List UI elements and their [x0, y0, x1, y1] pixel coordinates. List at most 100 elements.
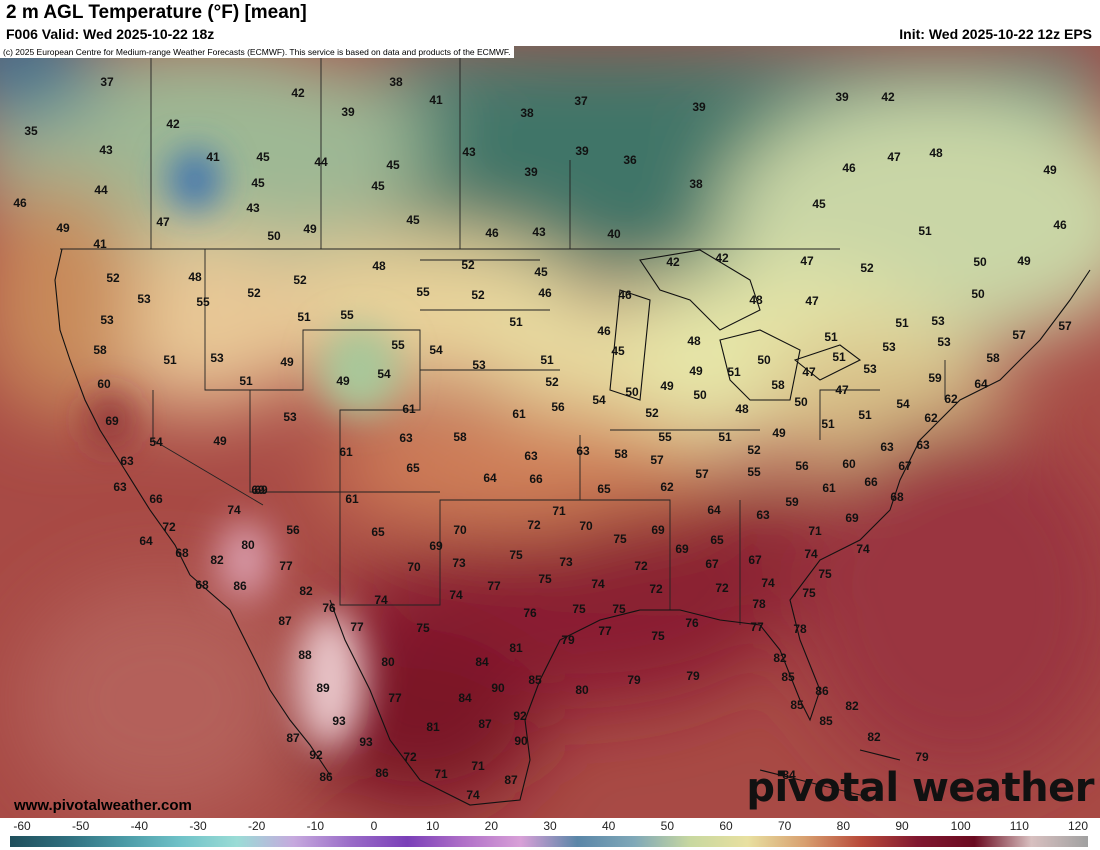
- temperature-label: 68: [195, 578, 209, 592]
- temperature-label: 75: [572, 602, 586, 616]
- temperature-label: 92: [309, 748, 323, 762]
- temperature-label: 51: [509, 315, 523, 329]
- temperature-label: 71: [434, 767, 448, 781]
- temperature-label: 86: [319, 770, 333, 784]
- temperature-label: 75: [612, 602, 626, 616]
- temperature-label: 59: [785, 495, 799, 509]
- temperature-label: 75: [651, 629, 665, 643]
- temperature-label: 81: [509, 641, 523, 655]
- temperature-label: 72: [715, 581, 729, 595]
- temperature-label: 64: [139, 534, 153, 548]
- temperature-label: 51: [821, 417, 835, 431]
- temperature-label: 47: [887, 150, 901, 164]
- temperature-label: 48: [687, 334, 701, 348]
- temperature-label: 44: [94, 183, 108, 197]
- colorbar-tick-label: 60: [719, 819, 733, 833]
- temperature-label: 72: [649, 582, 663, 596]
- copyright-notice: (c) 2025 European Centre for Medium-rang…: [0, 46, 514, 58]
- temperature-label: 85: [819, 714, 833, 728]
- temperature-label: 49: [1017, 254, 1031, 268]
- temperature-label: 51: [824, 330, 838, 344]
- temperature-label: 62: [660, 480, 674, 494]
- temperature-label: 63: [120, 454, 134, 468]
- temperature-label: 49: [772, 426, 786, 440]
- temperature-label: 51: [727, 365, 741, 379]
- temperature-label: 86: [375, 766, 389, 780]
- temperature-label: 68: [175, 546, 189, 560]
- temperature-label: 87: [504, 773, 518, 787]
- temperature-label: 50: [973, 255, 987, 269]
- temperature-label: 51: [718, 430, 732, 444]
- temperature-label: 72: [527, 518, 541, 532]
- temperature-label: 63: [399, 431, 413, 445]
- temperature-label: 45: [406, 213, 420, 227]
- temperature-label: 64: [483, 471, 497, 485]
- temperature-label: 80: [381, 655, 395, 669]
- temperature-label: 53: [137, 292, 151, 306]
- temperature-label: 65: [597, 482, 611, 496]
- temperature-label: 76: [523, 606, 537, 620]
- temperature-label: 56: [795, 459, 809, 473]
- temperature-label: 43: [462, 145, 476, 159]
- brand-logo: pivotal weather: [746, 765, 1094, 811]
- temperature-label: 51: [297, 310, 311, 324]
- temperature-label: 58: [614, 447, 628, 461]
- temperature-label: 39: [341, 105, 355, 119]
- temperature-label: 67: [748, 553, 762, 567]
- temperature-label: 58: [986, 351, 1000, 365]
- temperature-label: 46: [538, 286, 552, 300]
- temperature-label: 77: [388, 691, 402, 705]
- temperature-label: 53: [210, 351, 224, 365]
- temperature-label: 74: [466, 788, 480, 802]
- temperature-label: 69: [675, 542, 689, 556]
- temperature-label: 40: [607, 227, 621, 241]
- temperature-label: 92: [513, 709, 527, 723]
- temperature-label: 63: [524, 449, 538, 463]
- temperature-label: 68: [890, 490, 904, 504]
- temperature-label: 46: [485, 226, 499, 240]
- temperature-label: 39: [835, 90, 849, 104]
- temperature-label: 75: [509, 548, 523, 562]
- temperature-label: 76: [685, 616, 699, 630]
- temperature-label: 54: [592, 393, 606, 407]
- temperature-label: 53: [100, 313, 114, 327]
- temperature-label: 87: [286, 731, 300, 745]
- temperature-label: 66: [864, 475, 878, 489]
- temperature-label: 74: [227, 503, 241, 517]
- temperature-label: 45: [371, 179, 385, 193]
- temperature-label: 63: [880, 440, 894, 454]
- temperature-label: 38: [389, 75, 403, 89]
- temperature-label: 45: [611, 344, 625, 358]
- temperature-label: 45: [251, 176, 265, 190]
- temperature-label: 45: [534, 265, 548, 279]
- temperature-label: 51: [858, 408, 872, 422]
- temperature-label: 39: [524, 165, 538, 179]
- temperature-label: 48: [188, 270, 202, 284]
- temperature-label: 51: [163, 353, 177, 367]
- temperature-label: 46: [618, 288, 632, 302]
- temperature-label: 35: [24, 124, 38, 138]
- temperature-map[interactable]: 37 38 42 41 37 39 39 42 35 42 39 38 43 41 45 44 45 43 39 36…: [0, 46, 1100, 818]
- temperature-label: 72: [162, 520, 176, 534]
- temperature-label: 47: [156, 215, 170, 229]
- website-link[interactable]: www.pivotalweather.com: [14, 797, 192, 814]
- temperature-label: 49: [689, 364, 703, 378]
- temperature-label: 50: [794, 395, 808, 409]
- temperature-label: 79: [686, 669, 700, 683]
- temperature-label: 52: [860, 261, 874, 275]
- temperature-label: 61: [512, 407, 526, 421]
- temperature-label: 52: [545, 375, 559, 389]
- temperature-label: 81: [426, 720, 440, 734]
- temperature-label: 62: [924, 411, 938, 425]
- temperature-label: 53: [472, 358, 486, 372]
- temperature-label: 39: [575, 144, 589, 158]
- temperature-label: 49: [213, 434, 227, 448]
- colorbar-tick-label: 30: [543, 819, 557, 833]
- temperature-label: 49: [56, 221, 70, 235]
- temperature-label: 55: [340, 308, 354, 322]
- temperature-label: 70: [453, 523, 467, 537]
- temperature-label: 39: [692, 100, 706, 114]
- temperature-label: 63: [916, 438, 930, 452]
- temperature-label: 50: [267, 229, 281, 243]
- temperature-label: 38: [689, 177, 703, 191]
